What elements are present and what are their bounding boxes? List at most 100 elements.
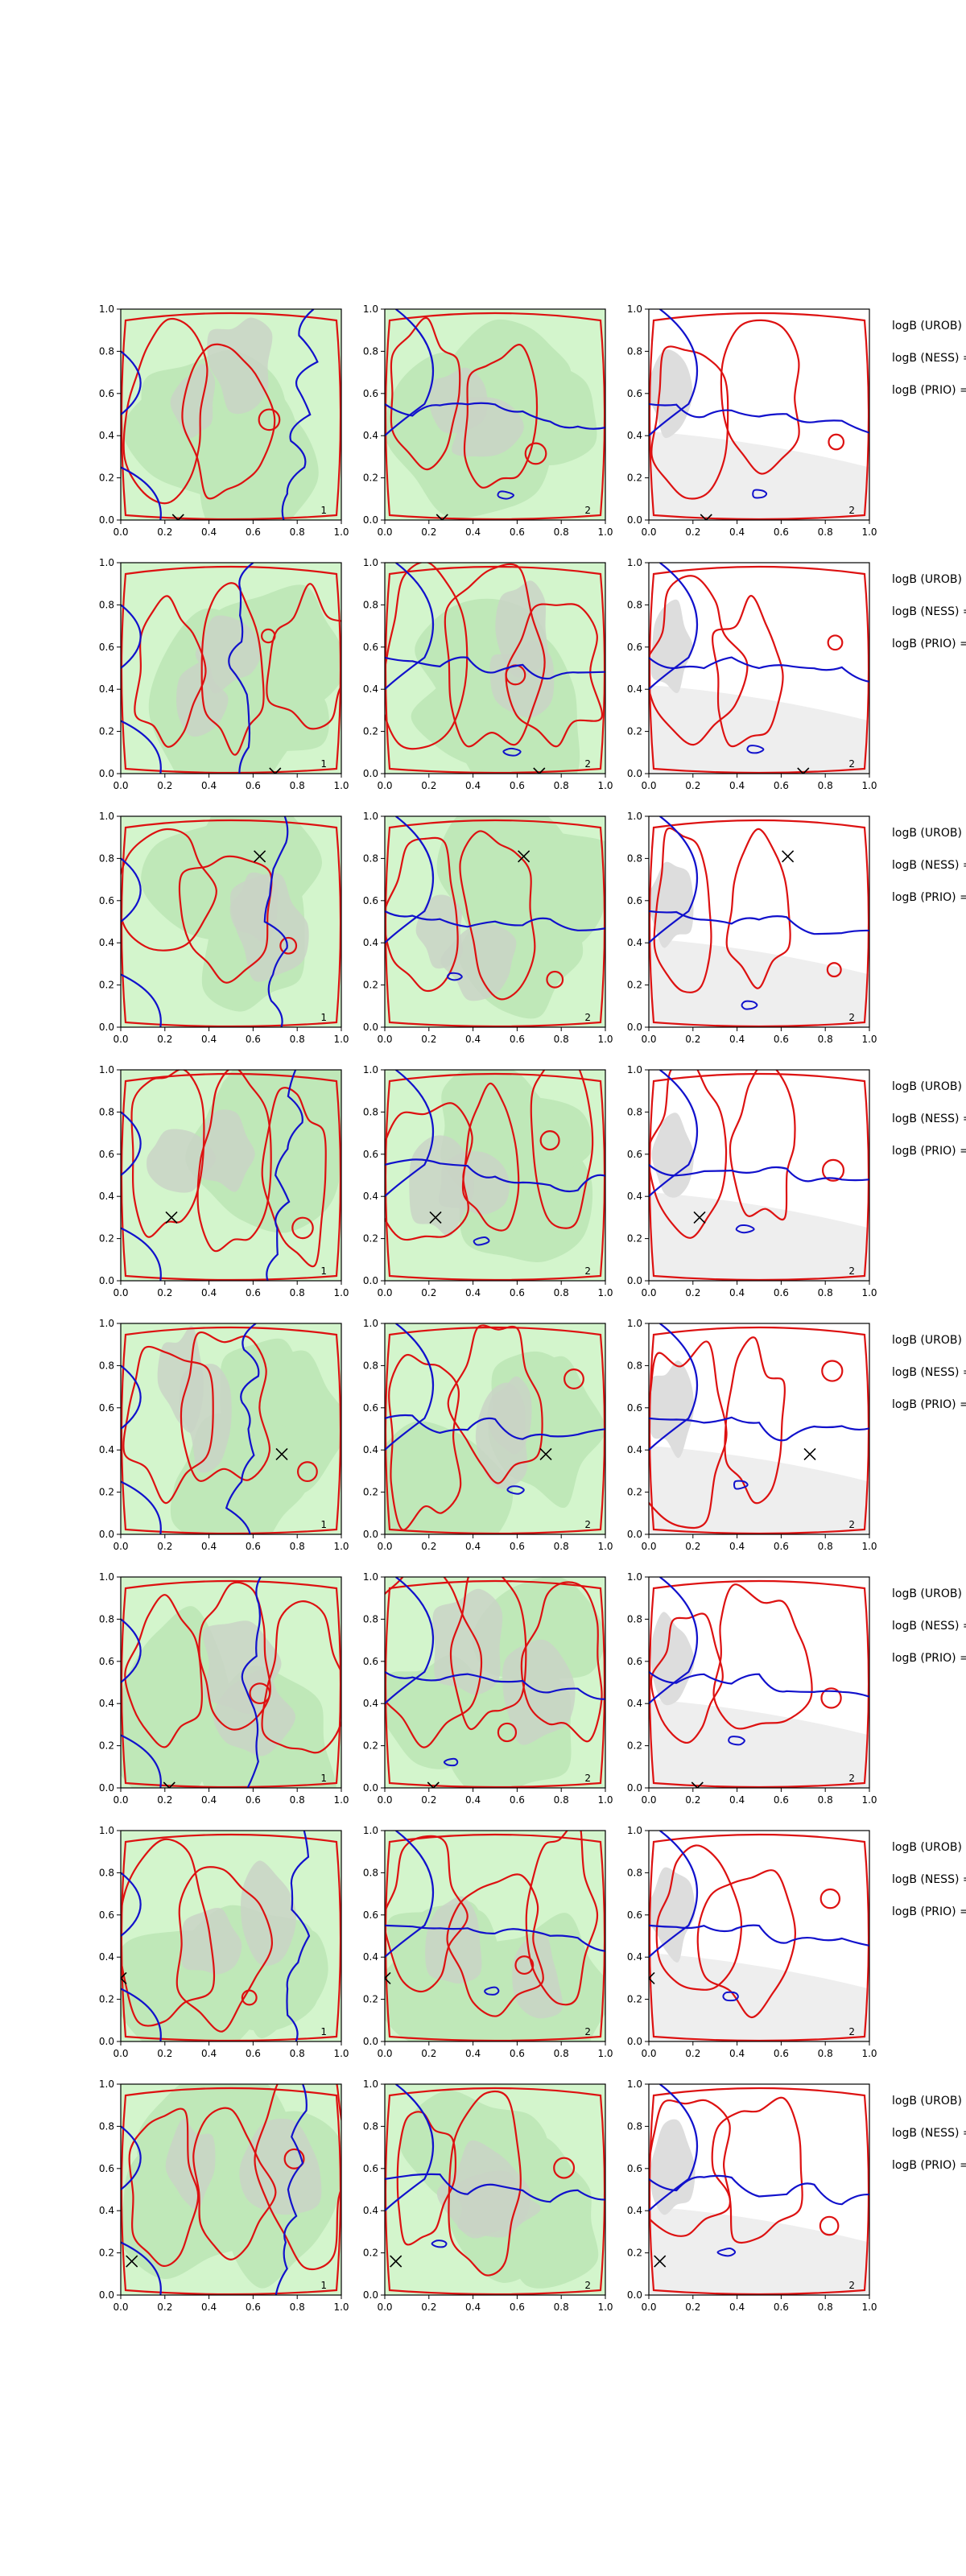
y-tick-label: 0.4	[627, 937, 642, 948]
red-contour-line	[827, 634, 844, 651]
y-tick-label: 0.0	[627, 1782, 642, 1794]
y-tick-label: 0.8	[627, 2120, 642, 2132]
x-tick-label: 0.0	[377, 2301, 392, 2313]
side-label: logB (UROB) =	[892, 1587, 966, 1600]
y-tick-label: 0.0	[363, 1275, 378, 1286]
y-tick-label: 1.0	[363, 557, 378, 568]
blue-contour-line	[385, 1577, 435, 1704]
plot-area	[385, 1577, 605, 1788]
y-tick-label: 0.6	[99, 1149, 114, 1160]
x-tick-label: 0.2	[157, 1034, 172, 1045]
x-tick-label: 0.0	[641, 2048, 656, 2059]
filled-contour-level	[239, 2118, 322, 2215]
x-tick-label: 0.0	[113, 1287, 128, 1298]
x-tick-label: 0.6	[510, 2301, 525, 2313]
x-tick-label: 1.0	[861, 526, 877, 538]
y-tick-label: 0.2	[627, 1740, 642, 1752]
panel-r5-c1: 0.00.0 0.2 0.2 0.4 0.4 0.6 0.6 0.8 0.8 1.0 1.0 1	[99, 1318, 349, 1552]
x-tick-label: 1.0	[333, 1287, 349, 1298]
x-tick-label: 0.6	[774, 2048, 789, 2059]
y-tick-label: 0.2	[99, 1233, 114, 1245]
red-contour-line	[121, 1838, 216, 2027]
y-tick-label: 0.0	[627, 1275, 642, 1286]
y-tick-label: 0.0	[99, 768, 114, 779]
x-tick-label: 1.0	[597, 1287, 613, 1298]
red-contour-line	[385, 836, 459, 993]
panel-index-label: 2	[584, 2026, 591, 2037]
red-contour-line	[385, 312, 605, 520]
x-tick-label: 0.2	[685, 1541, 700, 1552]
x-tick-label: 0.4	[729, 780, 745, 791]
y-tick-label: 0.2	[363, 1740, 378, 1752]
axes-frame	[120, 2083, 342, 2296]
y-tick-label: 0.0	[99, 1782, 114, 1794]
x-tick-label: 0.6	[510, 2048, 525, 2059]
axes-frame	[384, 1323, 606, 1535]
x-tick-label: 0.2	[421, 1541, 436, 1552]
x-tick-label: 0.4	[465, 2301, 481, 2313]
y-tick-label: 0.6	[99, 642, 114, 653]
red-contour-line	[530, 1070, 594, 1229]
red-contour-line	[821, 1158, 845, 1182]
panel-index-label: 2	[584, 1519, 591, 1530]
panel-r2-c1: 0.00.0 0.2 0.2 0.4 0.4 0.6 0.6 0.8 0.8 1.0 1.0 1	[99, 557, 349, 791]
blue-contour-line	[121, 1480, 162, 1534]
figure-row-5: 0.00.00.20.20.40.40.60.60.80.81.01.010.0…	[99, 1318, 966, 1552]
axes-frame	[120, 308, 342, 521]
y-tick-label: 0.2	[363, 726, 378, 737]
x-tick-label: 0.6	[246, 780, 261, 791]
x-tick-label: 0.8	[554, 526, 569, 538]
x-tick-label: 0.8	[290, 526, 305, 538]
x-tick-label: 0.2	[685, 780, 700, 791]
y-tick-label: 0.6	[363, 388, 378, 399]
true-value-marker	[163, 1781, 175, 1788]
x-tick-label: 1.0	[861, 1034, 877, 1045]
y-tick-label: 0.6	[99, 1909, 114, 1921]
blue-contour-line	[225, 1323, 260, 1534]
y-tick-label: 1.0	[363, 1318, 378, 1329]
y-tick-label: 0.0	[627, 2289, 642, 2301]
y-tick-label: 1.0	[99, 811, 114, 822]
panel-index-label: 1	[320, 2280, 327, 2291]
y-tick-label: 1.0	[627, 1825, 642, 1836]
y-tick-label: 1.0	[99, 2079, 114, 2090]
red-contour-line	[649, 1579, 869, 1788]
red-contour-line	[385, 1072, 605, 1281]
x-tick-label: 0.2	[685, 2048, 700, 2059]
x-tick-label: 0.2	[421, 526, 436, 538]
filled-contour-level	[207, 317, 273, 415]
x-tick-label: 0.4	[201, 526, 217, 538]
axes-frame	[648, 1323, 870, 1535]
y-tick-label: 1.0	[99, 303, 114, 315]
blue-contour-line	[121, 1734, 162, 1788]
y-tick-label: 0.8	[627, 1867, 642, 1878]
x-tick-label: 0.2	[685, 1287, 700, 1298]
red-contour-line	[134, 595, 207, 748]
red-contour-line	[385, 819, 605, 1027]
side-label: logB (NESS) =	[892, 1620, 966, 1633]
panel-index-label: 2	[584, 1012, 591, 1023]
red-contour-line	[385, 1835, 469, 1993]
y-tick-label: 0.2	[627, 726, 642, 737]
x-tick-label: 0.2	[421, 1034, 436, 1045]
red-contour-line	[819, 1888, 841, 1909]
blue-contour-line	[443, 1757, 459, 1767]
x-tick-label: 0.8	[290, 1541, 305, 1552]
blue-contour-line	[649, 563, 699, 690]
blue-contour-line	[385, 1070, 435, 1197]
panel-index-label: 2	[584, 2280, 591, 2291]
blue-contour-line	[649, 1671, 869, 1698]
x-tick-label: 1.0	[333, 780, 349, 791]
true-value-marker	[693, 1211, 706, 1224]
x-tick-label: 0.2	[685, 2301, 700, 2313]
red-contour-line	[446, 1873, 544, 2017]
red-contour-line	[649, 312, 869, 520]
x-tick-label: 0.8	[554, 780, 569, 791]
x-tick-label: 0.0	[377, 1541, 392, 1552]
side-label: logB (PRIO) =	[892, 1145, 966, 1158]
x-tick-label: 0.6	[774, 780, 789, 791]
true-value-marker	[171, 514, 184, 520]
red-contour-line	[124, 1594, 203, 1748]
x-tick-label: 1.0	[333, 1541, 349, 1552]
panel-index-label: 2	[848, 1265, 855, 1277]
